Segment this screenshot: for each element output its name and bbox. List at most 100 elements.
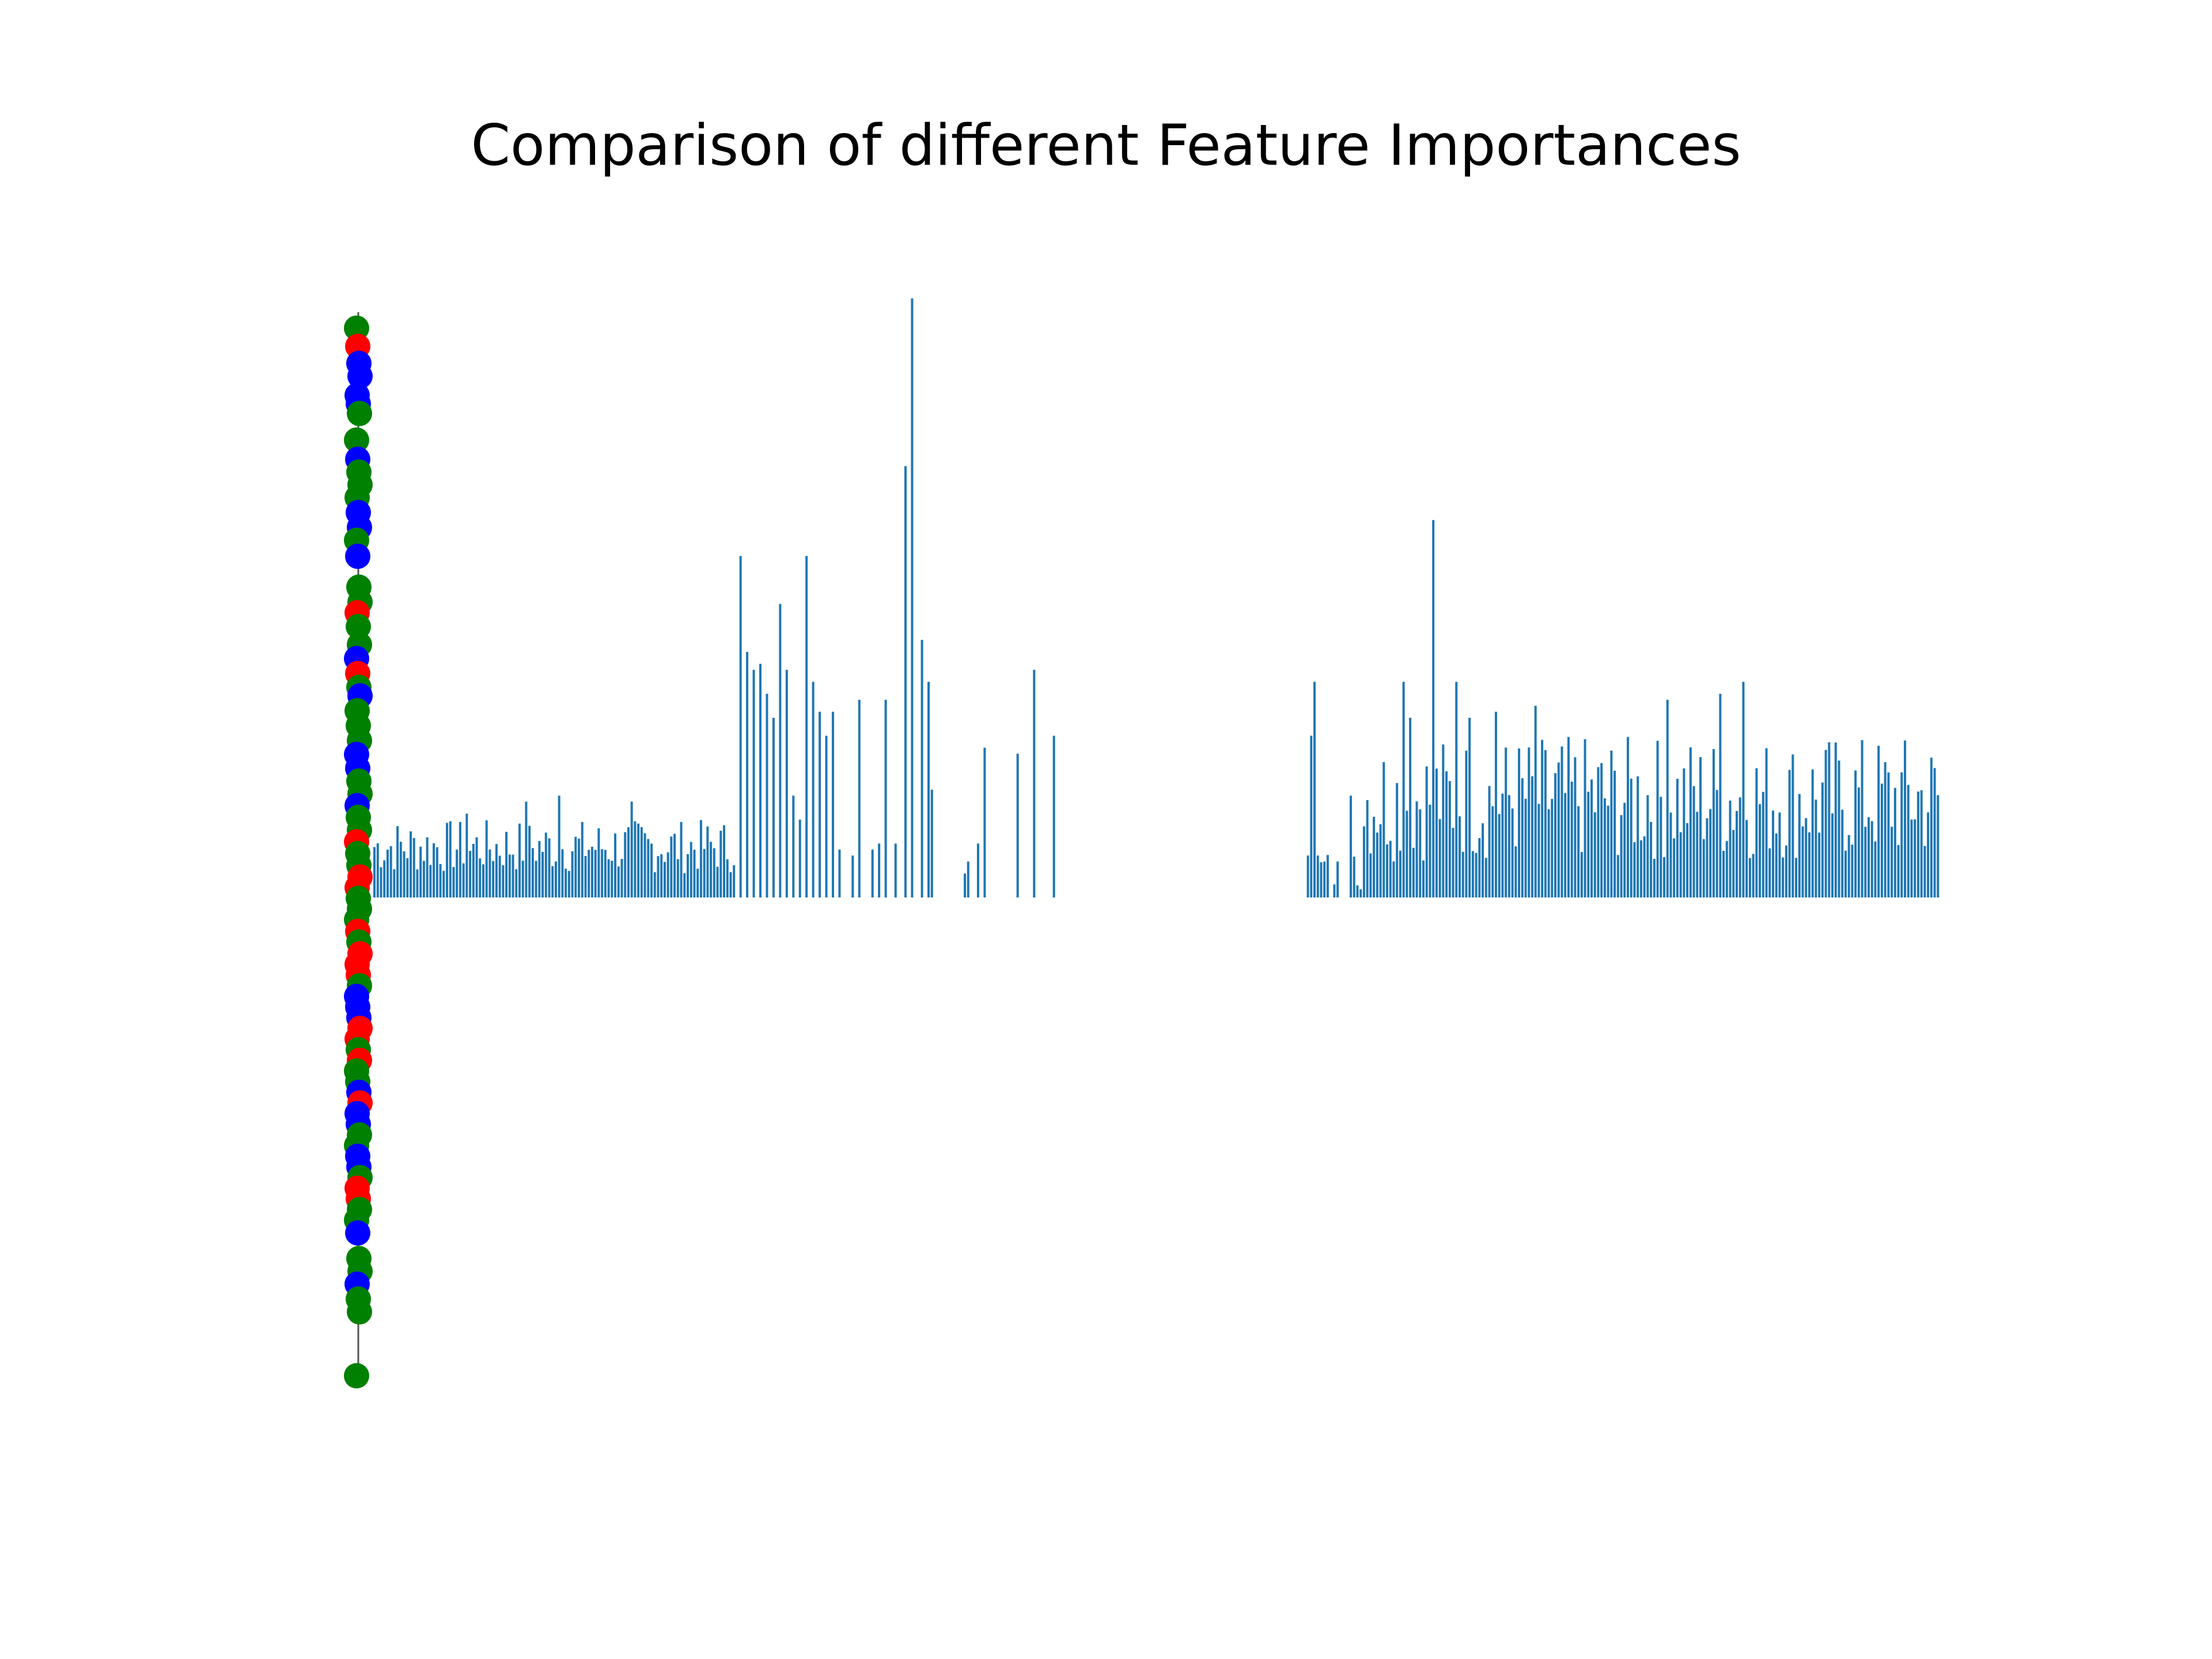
bar-60 xyxy=(571,851,574,897)
bar-296 xyxy=(1821,782,1824,897)
bar-6 xyxy=(393,869,396,897)
bar-21 xyxy=(442,870,445,897)
bar-241 xyxy=(1639,840,1642,897)
bar-90 xyxy=(670,836,673,897)
bar-198 xyxy=(1498,814,1501,897)
bar-48 xyxy=(531,848,534,897)
bar-190 xyxy=(1471,851,1474,897)
bar-216 xyxy=(1557,762,1560,897)
bar-231 xyxy=(1607,805,1609,897)
bar-93 xyxy=(680,821,683,897)
bar-279 xyxy=(1765,748,1768,897)
bar-235 xyxy=(1620,815,1623,897)
bar-172 xyxy=(1412,847,1415,897)
bar-321 xyxy=(1904,740,1907,897)
scatter-point-7 xyxy=(344,427,369,453)
bar-129 xyxy=(878,843,881,897)
bar-35 xyxy=(488,849,491,897)
scatter-series xyxy=(344,315,373,1389)
bar-240 xyxy=(1637,776,1639,897)
bar-79 xyxy=(634,821,637,897)
bar-52 xyxy=(544,832,547,897)
bar-290 xyxy=(1801,826,1804,897)
bar-201 xyxy=(1508,795,1510,897)
bar-297 xyxy=(1824,749,1827,897)
bar-59 xyxy=(567,870,570,897)
bar-138 xyxy=(967,861,969,897)
bar-261 xyxy=(1706,818,1709,897)
bar-301 xyxy=(1838,760,1840,897)
bar-202 xyxy=(1511,808,1514,897)
bar-196 xyxy=(1491,806,1494,897)
bar-174 xyxy=(1419,809,1422,897)
bar-229 xyxy=(1600,763,1603,897)
scatter-point-6 xyxy=(347,400,372,426)
bar-287 xyxy=(1791,754,1794,897)
bar-246 xyxy=(1656,741,1659,897)
bar-283 xyxy=(1778,812,1781,897)
bar-76 xyxy=(624,832,627,897)
bar-225 xyxy=(1587,791,1590,897)
bar-27 xyxy=(462,863,465,897)
bar-282 xyxy=(1775,833,1778,897)
scatter-point-71 xyxy=(345,1220,370,1246)
bar-57 xyxy=(561,849,564,897)
bar-298 xyxy=(1828,742,1831,897)
bar-272 xyxy=(1742,681,1745,897)
bar-267 xyxy=(1725,840,1728,897)
bar-268 xyxy=(1729,800,1732,897)
bar-61 xyxy=(574,836,577,897)
bar-251 xyxy=(1673,838,1676,897)
bar-271 xyxy=(1738,797,1741,897)
bar-308 xyxy=(1861,740,1863,897)
bar-179 xyxy=(1435,768,1438,897)
bar-91 xyxy=(673,834,676,897)
bar-148 xyxy=(1320,862,1323,897)
bar-311 xyxy=(1870,821,1873,897)
bar-288 xyxy=(1795,858,1798,897)
bar-263 xyxy=(1712,749,1715,897)
bar-252 xyxy=(1676,778,1679,897)
bar-71 xyxy=(607,859,610,897)
bar-97 xyxy=(693,850,696,897)
bar-164 xyxy=(1385,844,1388,897)
bar-85 xyxy=(653,872,656,897)
bar-169 xyxy=(1402,681,1405,897)
bar-212 xyxy=(1544,750,1547,897)
bar-207 xyxy=(1528,747,1531,897)
bar-258 xyxy=(1696,812,1699,897)
bar-120 xyxy=(805,556,808,897)
bar-55 xyxy=(554,861,557,897)
bar-192 xyxy=(1478,838,1481,897)
bar-133 xyxy=(911,298,914,897)
bar-4 xyxy=(386,849,389,897)
bar-38 xyxy=(498,855,501,897)
bar-217 xyxy=(1560,746,1563,897)
bar-96 xyxy=(690,842,692,897)
bar-56 xyxy=(558,796,560,897)
bar-19 xyxy=(435,847,438,897)
bar-242 xyxy=(1643,836,1646,897)
bar-31 xyxy=(475,837,478,897)
bar-292 xyxy=(1808,832,1810,897)
bar-87 xyxy=(660,854,663,897)
bar-34 xyxy=(485,820,488,897)
bar-134 xyxy=(921,639,923,897)
bar-136 xyxy=(930,789,933,897)
bar-114 xyxy=(766,694,768,897)
bar-94 xyxy=(683,873,686,897)
bar-250 xyxy=(1669,812,1672,897)
bar-236 xyxy=(1623,802,1626,897)
bar-302 xyxy=(1841,809,1844,897)
bar-89 xyxy=(666,852,669,897)
bar-23 xyxy=(449,821,452,897)
bar-222 xyxy=(1577,806,1580,897)
bar-238 xyxy=(1630,778,1633,897)
bar-211 xyxy=(1541,740,1544,897)
bar-328 xyxy=(1927,812,1930,897)
bar-166 xyxy=(1392,861,1395,897)
bar-69 xyxy=(601,849,604,897)
bar-115 xyxy=(772,718,775,897)
bar-182 xyxy=(1445,771,1448,897)
